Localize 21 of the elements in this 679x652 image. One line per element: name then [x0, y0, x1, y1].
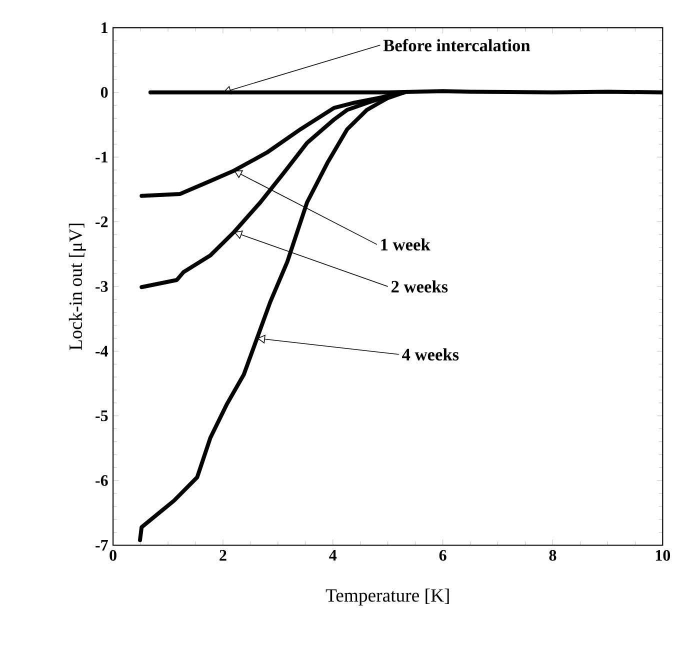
y-tick-label: -1: [96, 152, 108, 162]
x-tick-label: 10: [656, 550, 670, 561]
annotation: Before intercalation: [383, 38, 530, 52]
y-tick-label: -4: [96, 346, 108, 356]
x-axis-title: Temperature [K]: [326, 588, 449, 606]
x-tick-label: 8: [549, 550, 556, 561]
x-tick-label: 4: [329, 550, 337, 560]
x-tick-label: 6: [439, 550, 446, 561]
annotation: 2 weeks: [392, 280, 448, 292]
x-tick-label: 0: [110, 550, 116, 561]
y-axis-title: Lock-in out [μV]: [68, 224, 86, 350]
y-tick-label: -6: [96, 475, 108, 486]
x-tick-label: 2: [220, 550, 226, 560]
y-tick-label: -5: [96, 410, 108, 422]
y-tick-label: -2: [96, 216, 108, 227]
annotation: 4 weeks: [402, 348, 459, 360]
annotation: 1 week: [381, 238, 430, 250]
y-tick-label: 0: [100, 86, 108, 98]
y-tick-label: -7: [96, 540, 108, 550]
y-tick-label: 1: [102, 22, 108, 33]
y-tick-label: -3: [96, 280, 108, 292]
